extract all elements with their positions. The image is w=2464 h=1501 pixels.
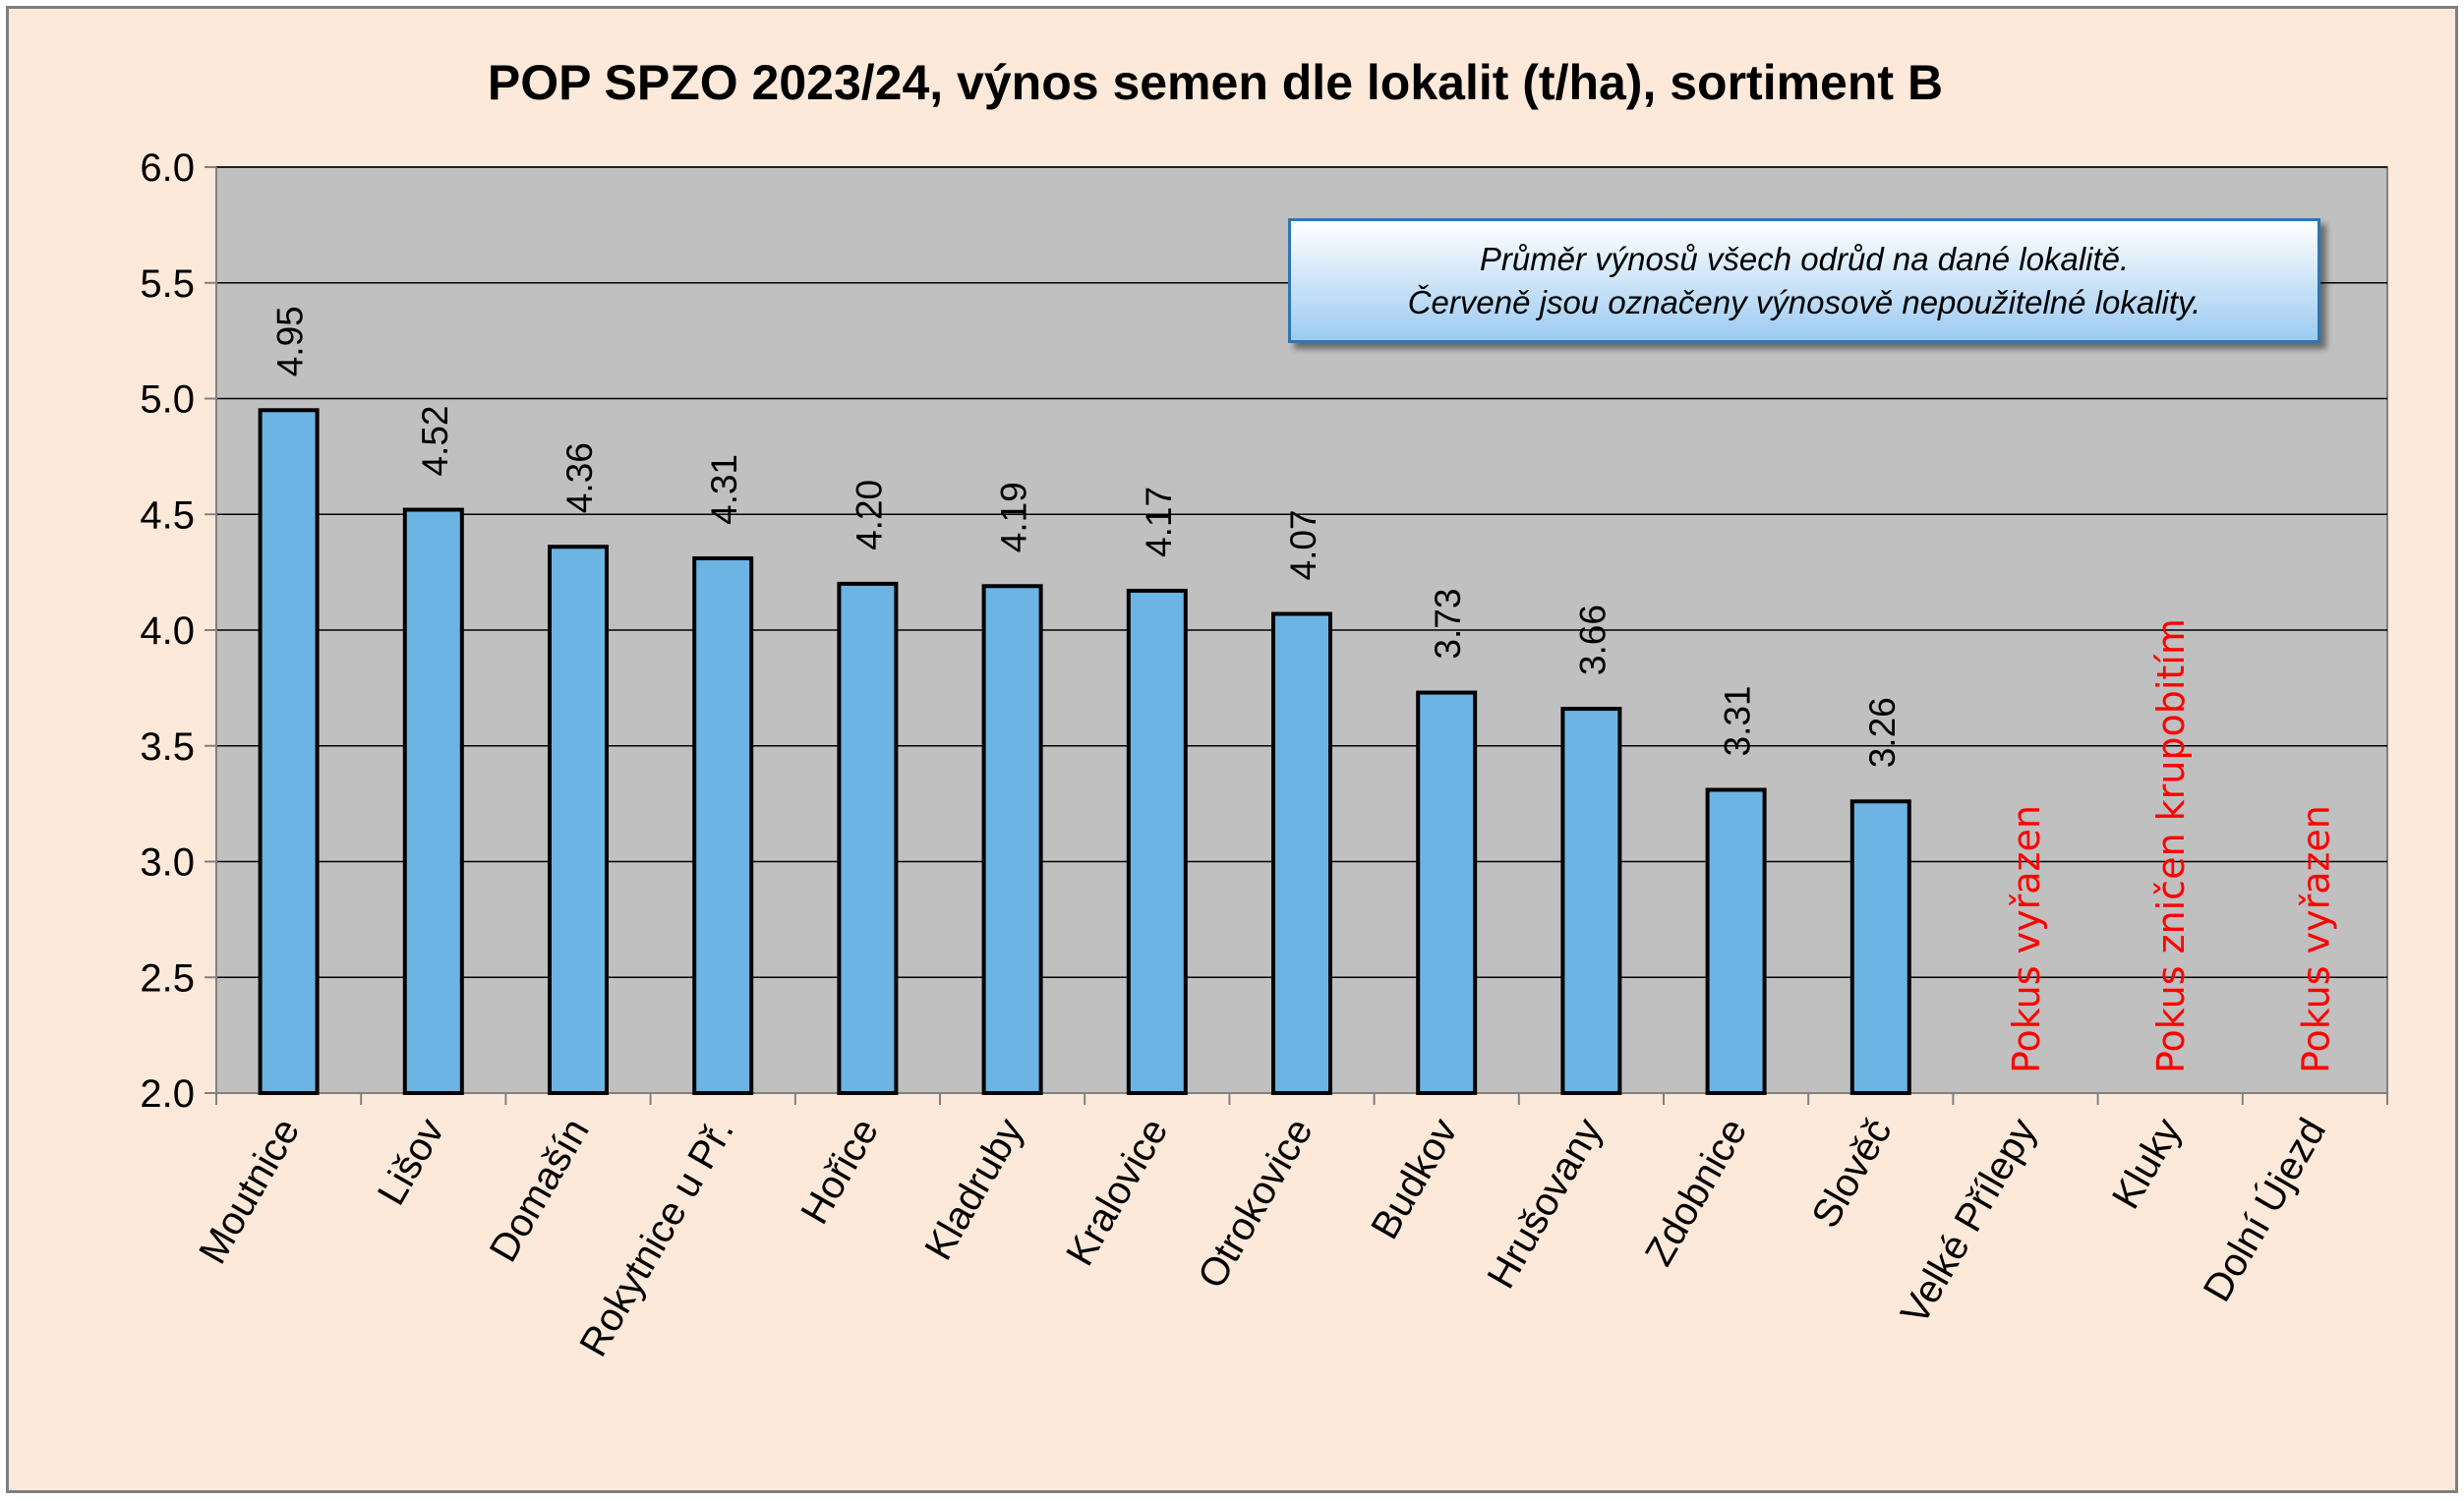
x-tick-label: Budkov xyxy=(1363,1112,1466,1247)
x-tick-label: Kralovice xyxy=(1058,1112,1176,1273)
annotation-line-2: Červeně jsou označeny výnosově nepoužite… xyxy=(1407,283,2201,320)
data-label: 4.20 xyxy=(849,480,889,550)
y-tick-label: 4.5 xyxy=(140,493,195,537)
missing-note: Pokus zničen krupobitím xyxy=(2149,618,2193,1073)
y-tick-label: 6.0 xyxy=(140,146,195,190)
x-tick-label: Hořice xyxy=(792,1112,887,1232)
bar xyxy=(981,584,1043,1095)
data-label: 3.73 xyxy=(1428,589,1468,660)
x-tick-label: Slověč xyxy=(1803,1112,1900,1236)
y-tick-label: 4.0 xyxy=(140,609,195,653)
data-label: 4.07 xyxy=(1283,509,1323,580)
data-labels: 4.95 4.52 4.36 4.31 4.20 4.19 4.17 4.07 3.73 3.66… xyxy=(270,306,2338,1073)
bar xyxy=(402,507,464,1095)
bars xyxy=(258,408,1911,1096)
bar xyxy=(1705,787,1767,1095)
y-tick-label: 2.5 xyxy=(140,956,195,1000)
bar xyxy=(1126,588,1188,1096)
y-tick-label: 2.0 xyxy=(140,1072,195,1116)
y-tick-labels: 2.0 2.5 3.0 3.5 4.0 4.5 5.0 5.5 6.0 xyxy=(140,146,195,1116)
data-label: 3.31 xyxy=(1718,685,1758,756)
bar xyxy=(692,555,754,1095)
x-tick-label: Velké Přílepy xyxy=(1893,1112,2045,1332)
bar xyxy=(258,408,320,1095)
y-tick-label: 3.0 xyxy=(140,841,195,885)
missing-note: Pokus vyřazen xyxy=(2005,805,2048,1073)
y-tick-label: 5.0 xyxy=(140,378,195,422)
y-tick-label: 3.5 xyxy=(140,725,195,769)
bar xyxy=(1416,690,1478,1096)
x-tick-label: Hrušovany xyxy=(1479,1112,1611,1297)
data-label: 4.17 xyxy=(1139,487,1179,557)
bar xyxy=(1849,799,1911,1096)
annotation-box: Průměr výnosů všech odrůd na dané lokali… xyxy=(1288,218,2320,343)
x-tick-label: Dolní Újezd xyxy=(2195,1111,2334,1309)
data-label: 3.66 xyxy=(1572,605,1613,675)
bar xyxy=(548,545,609,1095)
x-tick-label: Domašín xyxy=(482,1112,598,1270)
bar xyxy=(837,581,899,1095)
data-label: 4.19 xyxy=(994,482,1034,552)
data-label: 4.95 xyxy=(270,306,311,376)
data-label: 4.52 xyxy=(415,406,455,477)
x-tick-label: Lišov xyxy=(370,1112,453,1213)
bar xyxy=(1560,707,1622,1095)
chart-title: POP SPZO 2023/24, výnos semen dle lokali… xyxy=(488,55,1943,110)
y-tick-label: 5.5 xyxy=(140,262,195,306)
annotation-line-1: Průměr výnosů všech odrůd na dané lokali… xyxy=(1479,240,2130,277)
data-label: 4.31 xyxy=(704,454,744,525)
x-tick-label: Zdobnice xyxy=(1637,1112,1755,1274)
x-tick-label: Rokytnice u Př. xyxy=(571,1112,742,1364)
bar xyxy=(1271,611,1332,1095)
x-tick-label: Otrokovice xyxy=(1190,1112,1321,1297)
x-tick-label: Kladruby xyxy=(916,1112,1031,1268)
x-tick-label: Moutnice xyxy=(191,1112,308,1272)
x-tick-label: Kluky xyxy=(2104,1112,2190,1217)
data-label: 4.36 xyxy=(559,442,600,513)
missing-note: Pokus vyřazen xyxy=(2294,805,2337,1073)
data-label: 3.26 xyxy=(1862,697,1903,768)
